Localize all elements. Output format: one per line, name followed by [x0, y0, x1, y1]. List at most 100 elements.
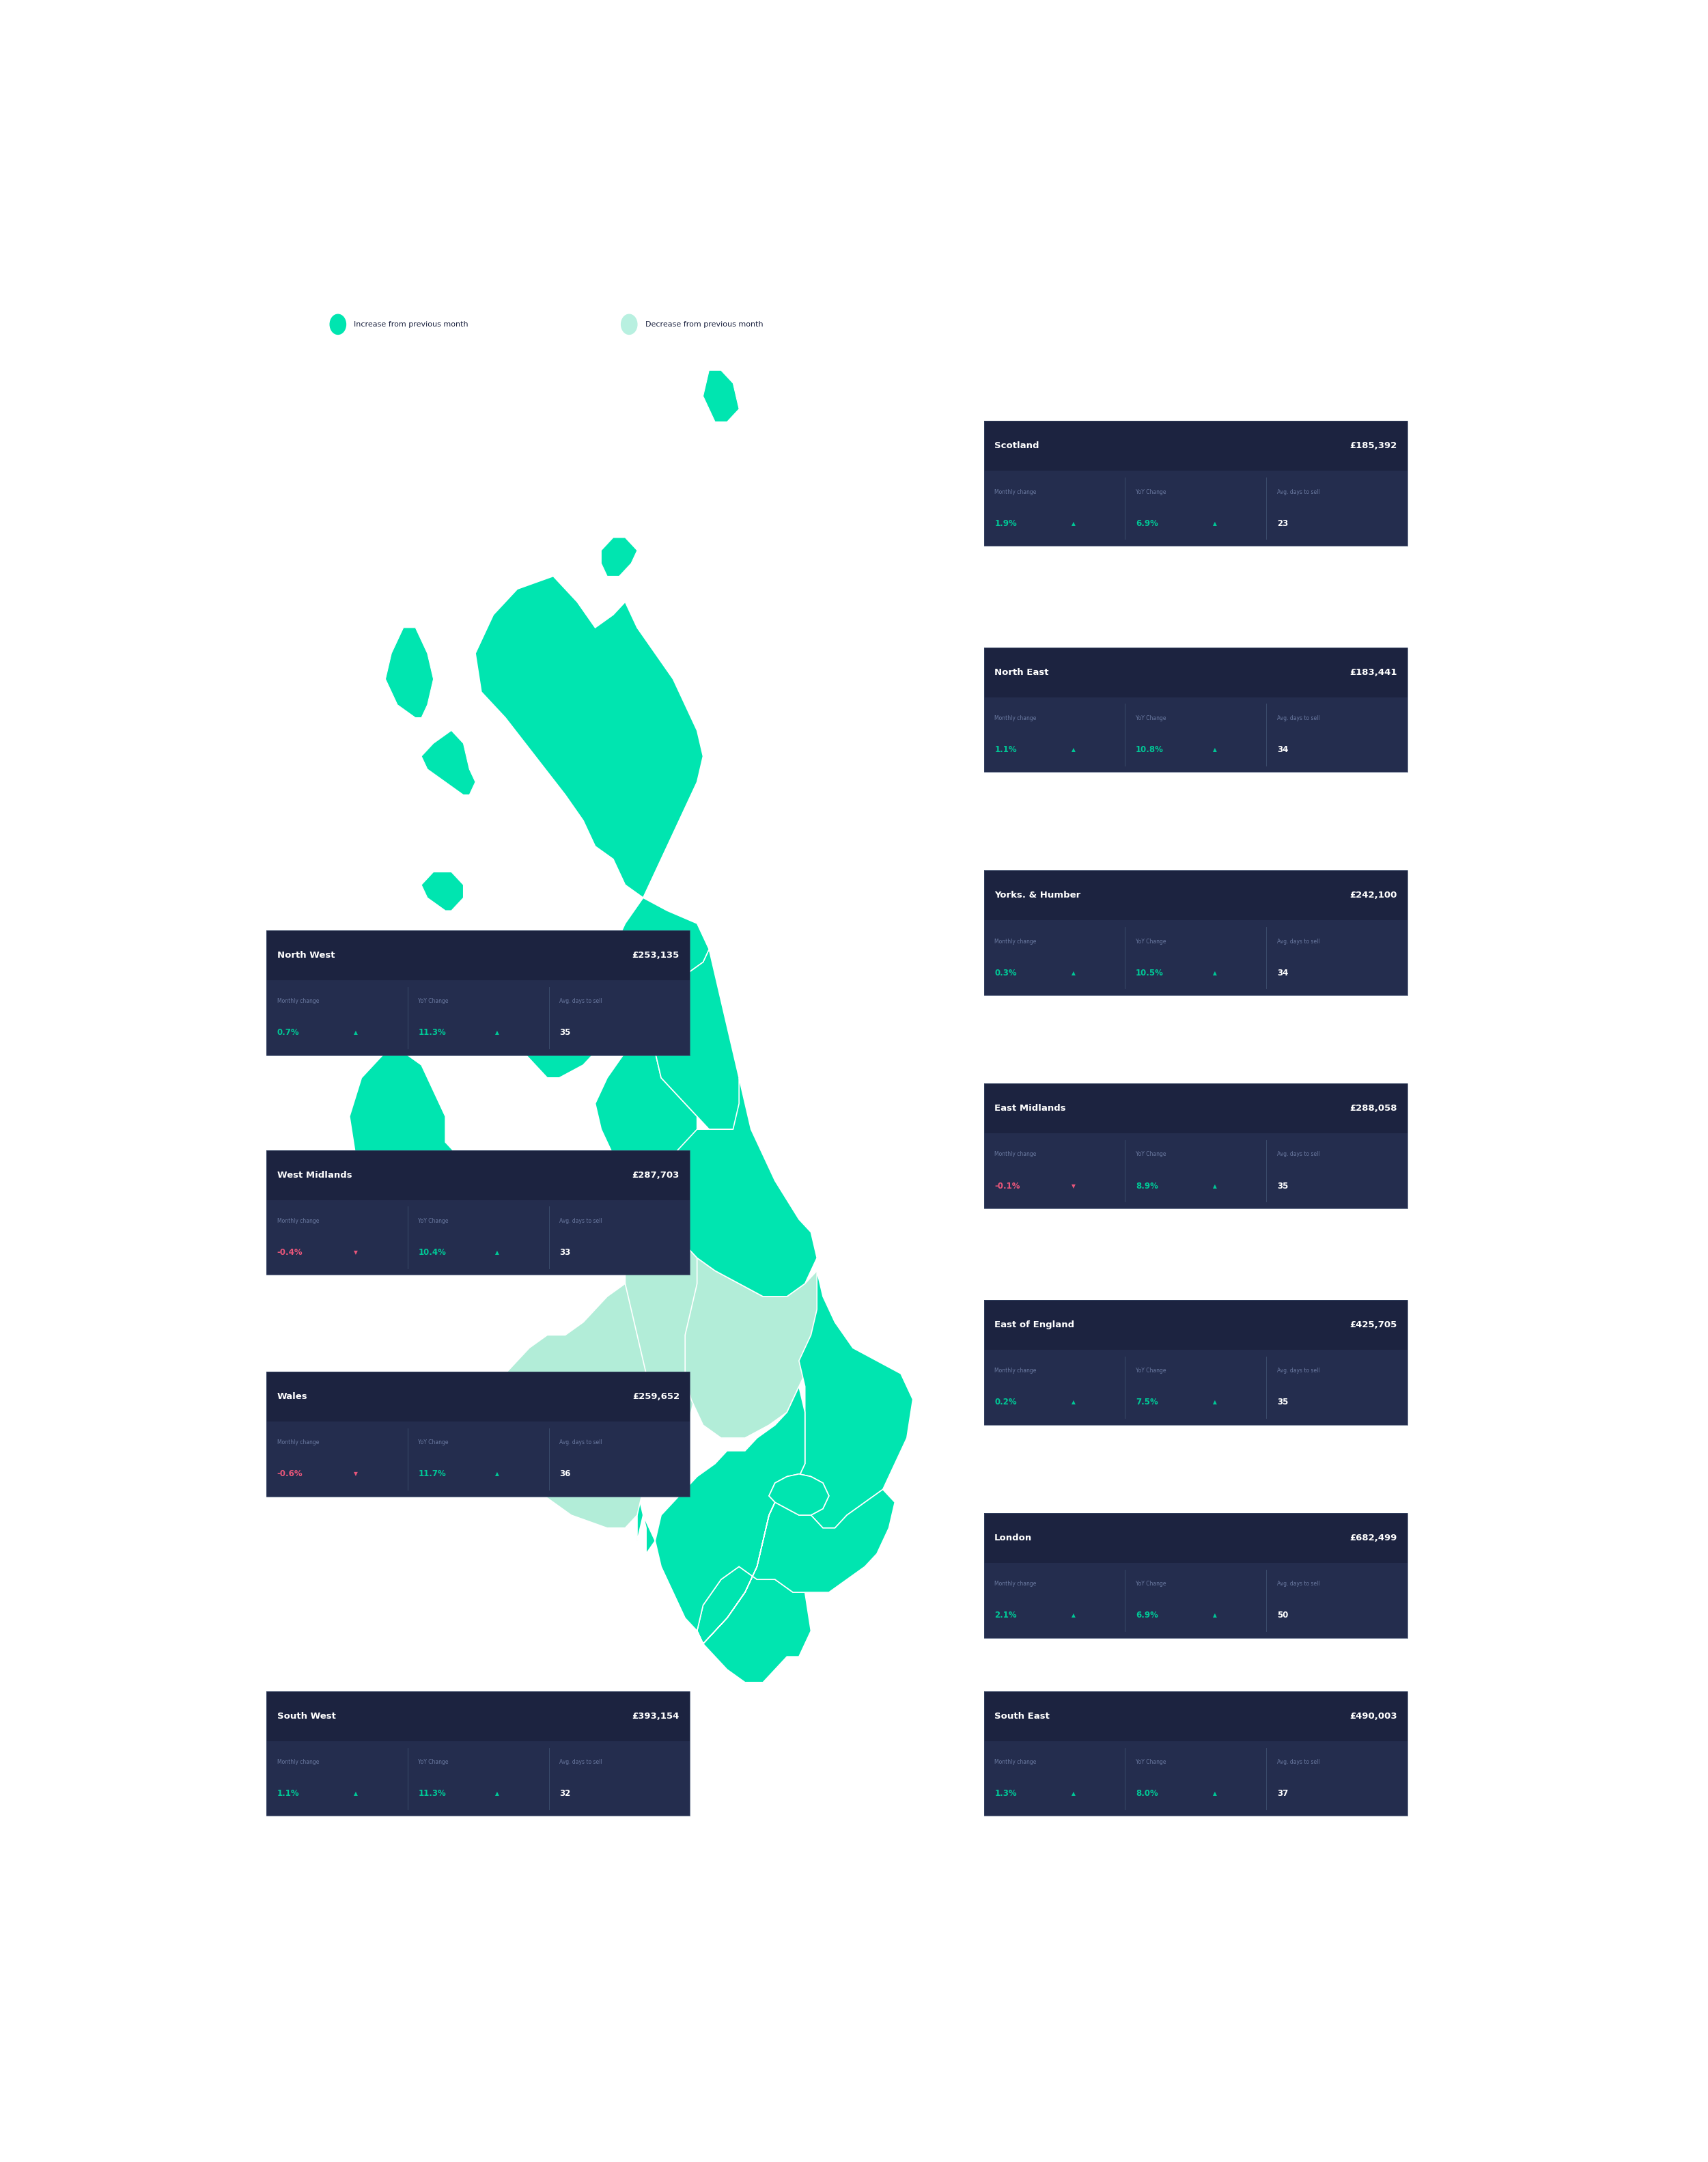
Polygon shape	[601, 538, 637, 575]
Text: Increase from previous month: Increase from previous month	[354, 320, 468, 329]
FancyBboxPatch shape	[984, 1299, 1407, 1349]
Text: Yorks. & Humber: Yorks. & Humber	[994, 891, 1081, 899]
Text: ▲: ▲	[1213, 971, 1216, 975]
Text: Avg. days to sell: Avg. days to sell	[1278, 1369, 1320, 1373]
Polygon shape	[475, 575, 709, 1079]
Text: ▲: ▲	[1213, 1790, 1216, 1797]
FancyBboxPatch shape	[984, 1513, 1407, 1563]
FancyBboxPatch shape	[984, 471, 1407, 545]
Text: Monthly change: Monthly change	[994, 1580, 1037, 1587]
Text: YoY Change: YoY Change	[418, 1440, 449, 1446]
Text: Monthly change: Monthly change	[994, 1760, 1037, 1764]
Text: 8.9%: 8.9%	[1136, 1180, 1158, 1191]
Polygon shape	[494, 1284, 649, 1529]
FancyBboxPatch shape	[984, 1083, 1407, 1133]
Text: YoY Change: YoY Change	[418, 1760, 449, 1764]
Polygon shape	[625, 1180, 697, 1438]
Text: Monthly change: Monthly change	[277, 1440, 319, 1446]
Text: 0.2%: 0.2%	[994, 1399, 1016, 1407]
Text: £183,441: £183,441	[1349, 668, 1397, 677]
Text: ▲: ▲	[354, 1029, 359, 1036]
Text: Monthly change: Monthly change	[277, 999, 319, 1005]
FancyBboxPatch shape	[266, 1150, 690, 1200]
Polygon shape	[410, 962, 446, 1001]
FancyBboxPatch shape	[266, 1740, 690, 1816]
Text: ▼: ▼	[354, 1250, 359, 1256]
Text: Avg. days to sell: Avg. days to sell	[1278, 716, 1320, 722]
Text: ▲: ▲	[1213, 1399, 1216, 1405]
FancyBboxPatch shape	[984, 1691, 1407, 1740]
Text: YoY Change: YoY Change	[1136, 716, 1167, 722]
Text: 6.9%: 6.9%	[1136, 1611, 1158, 1619]
Text: Wales: Wales	[277, 1392, 307, 1401]
Polygon shape	[422, 871, 463, 910]
Polygon shape	[594, 975, 697, 1245]
Text: East Midlands: East Midlands	[994, 1105, 1066, 1113]
Text: ▲: ▲	[1213, 746, 1216, 752]
Text: 6.9%: 6.9%	[1136, 519, 1158, 528]
Text: Monthly change: Monthly change	[994, 489, 1037, 495]
Text: -0.1%: -0.1%	[994, 1180, 1020, 1191]
Polygon shape	[350, 1053, 475, 1206]
FancyBboxPatch shape	[984, 698, 1407, 772]
Text: ▲: ▲	[495, 1250, 499, 1256]
Text: 34: 34	[1278, 969, 1288, 977]
Text: Avg. days to sell: Avg. days to sell	[560, 999, 603, 1005]
Text: 0.3%: 0.3%	[994, 969, 1016, 977]
Text: East of England: East of England	[994, 1321, 1074, 1330]
Text: Avg. days to sell: Avg. days to sell	[560, 1760, 603, 1764]
Text: 34: 34	[1278, 746, 1288, 755]
Text: Monthly change: Monthly change	[994, 938, 1037, 945]
Text: YoY Change: YoY Change	[1136, 938, 1167, 945]
FancyBboxPatch shape	[266, 1691, 690, 1740]
Text: £425,705: £425,705	[1349, 1321, 1397, 1330]
FancyBboxPatch shape	[984, 1740, 1407, 1816]
Text: 37: 37	[1278, 1790, 1288, 1799]
Polygon shape	[704, 370, 740, 422]
Text: Monthly change: Monthly change	[994, 1152, 1037, 1157]
Text: London: London	[994, 1533, 1032, 1542]
Text: ▲: ▲	[495, 1470, 499, 1477]
Text: Monthly change: Monthly change	[994, 1369, 1037, 1373]
FancyBboxPatch shape	[266, 979, 690, 1055]
Text: ▲: ▲	[495, 1790, 499, 1797]
Text: ▲: ▲	[1071, 1613, 1076, 1619]
Text: West Midlands: West Midlands	[277, 1170, 352, 1180]
Polygon shape	[769, 1474, 828, 1516]
Text: 11.7%: 11.7%	[418, 1470, 446, 1479]
Circle shape	[622, 313, 637, 335]
Polygon shape	[661, 1079, 816, 1297]
Text: ▲: ▲	[1213, 1183, 1216, 1189]
Text: Avg. days to sell: Avg. days to sell	[1278, 1580, 1320, 1587]
Text: -0.6%: -0.6%	[277, 1470, 302, 1479]
Polygon shape	[656, 1386, 895, 1643]
Text: 1.9%: 1.9%	[994, 519, 1016, 528]
Text: Monthly change: Monthly change	[277, 1217, 319, 1224]
FancyBboxPatch shape	[984, 422, 1407, 471]
FancyBboxPatch shape	[984, 1133, 1407, 1209]
FancyBboxPatch shape	[984, 646, 1407, 698]
Text: 8.0%: 8.0%	[1136, 1790, 1158, 1799]
Text: Avg. days to sell: Avg. days to sell	[560, 1440, 603, 1446]
Text: 11.3%: 11.3%	[418, 1790, 446, 1799]
Text: ▲: ▲	[1071, 971, 1076, 975]
Text: 35: 35	[1278, 1180, 1288, 1191]
Text: YoY Change: YoY Change	[1136, 1152, 1167, 1157]
Text: 36: 36	[560, 1470, 570, 1479]
Text: 1.1%: 1.1%	[994, 746, 1016, 755]
Text: 0.7%: 0.7%	[277, 1029, 299, 1038]
FancyBboxPatch shape	[984, 1563, 1407, 1639]
Polygon shape	[386, 627, 434, 718]
Text: £682,499: £682,499	[1349, 1533, 1397, 1542]
FancyBboxPatch shape	[266, 930, 690, 979]
FancyBboxPatch shape	[984, 871, 1407, 921]
Text: £253,135: £253,135	[632, 951, 680, 960]
Text: 35: 35	[1278, 1399, 1288, 1407]
Polygon shape	[625, 1284, 811, 1682]
Text: Avg. days to sell: Avg. days to sell	[1278, 938, 1320, 945]
Text: Avg. days to sell: Avg. days to sell	[1278, 1152, 1320, 1157]
Text: 32: 32	[560, 1790, 570, 1799]
Text: 50: 50	[1278, 1611, 1288, 1619]
Text: ▲: ▲	[1213, 1613, 1216, 1619]
Polygon shape	[656, 949, 745, 1142]
